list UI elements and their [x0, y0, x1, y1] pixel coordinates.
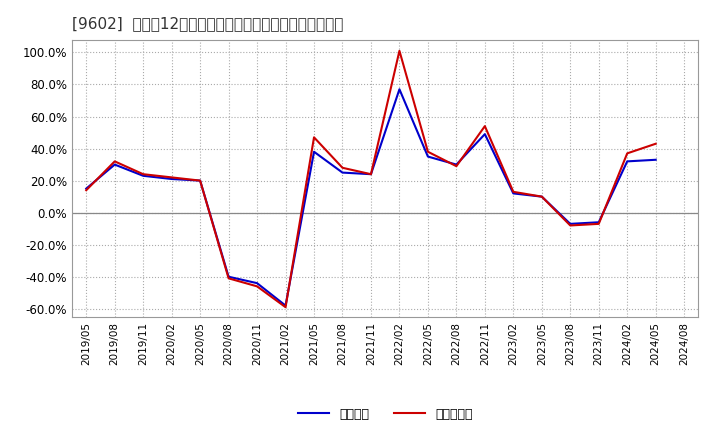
経常利益 [566, 221, 575, 227]
当期純利益 [310, 135, 318, 140]
当期純利益 [566, 223, 575, 228]
当期純利益 [110, 159, 119, 164]
経常利益 [110, 162, 119, 167]
経常利益 [366, 172, 375, 177]
経常利益 [595, 220, 603, 225]
当期純利益 [395, 48, 404, 53]
当期純利益 [282, 304, 290, 310]
当期純利益 [537, 194, 546, 199]
経常利益 [652, 157, 660, 162]
経常利益 [82, 186, 91, 191]
当期純利益 [652, 141, 660, 147]
経常利益 [225, 274, 233, 279]
経常利益 [139, 173, 148, 179]
Text: [9602]  利益だ12か月移動合計の対前年同期増減率の推移: [9602] 利益だ12か月移動合計の対前年同期増減率の推移 [72, 16, 343, 32]
当期純利益 [423, 149, 432, 154]
当期純利益 [480, 124, 489, 129]
経常利益 [395, 87, 404, 92]
経常利益 [196, 178, 204, 183]
経常利益 [480, 132, 489, 137]
経常利益 [253, 281, 261, 286]
当期純利益 [167, 175, 176, 180]
経常利益 [537, 194, 546, 199]
経常利益 [509, 191, 518, 196]
経常利益 [167, 176, 176, 182]
当期純利益 [366, 172, 375, 177]
経常利益 [338, 170, 347, 175]
当期純利益 [509, 189, 518, 194]
経常利益 [452, 162, 461, 167]
経常利益 [623, 159, 631, 164]
当期純利益 [196, 178, 204, 183]
Line: 経常利益: 経常利益 [86, 89, 656, 306]
Legend: 経常利益, 当期純利益: 経常利益, 当期純利益 [292, 401, 479, 427]
経常利益 [310, 149, 318, 154]
当期純利益 [253, 284, 261, 289]
当期純利益 [139, 172, 148, 177]
経常利益 [423, 154, 432, 159]
当期純利益 [82, 187, 91, 193]
Line: 当期純利益: 当期純利益 [86, 51, 656, 307]
当期純利益 [452, 164, 461, 169]
当期純利益 [623, 151, 631, 156]
当期純利益 [595, 221, 603, 227]
当期純利益 [225, 276, 233, 281]
当期純利益 [338, 165, 347, 170]
経常利益 [282, 303, 290, 308]
